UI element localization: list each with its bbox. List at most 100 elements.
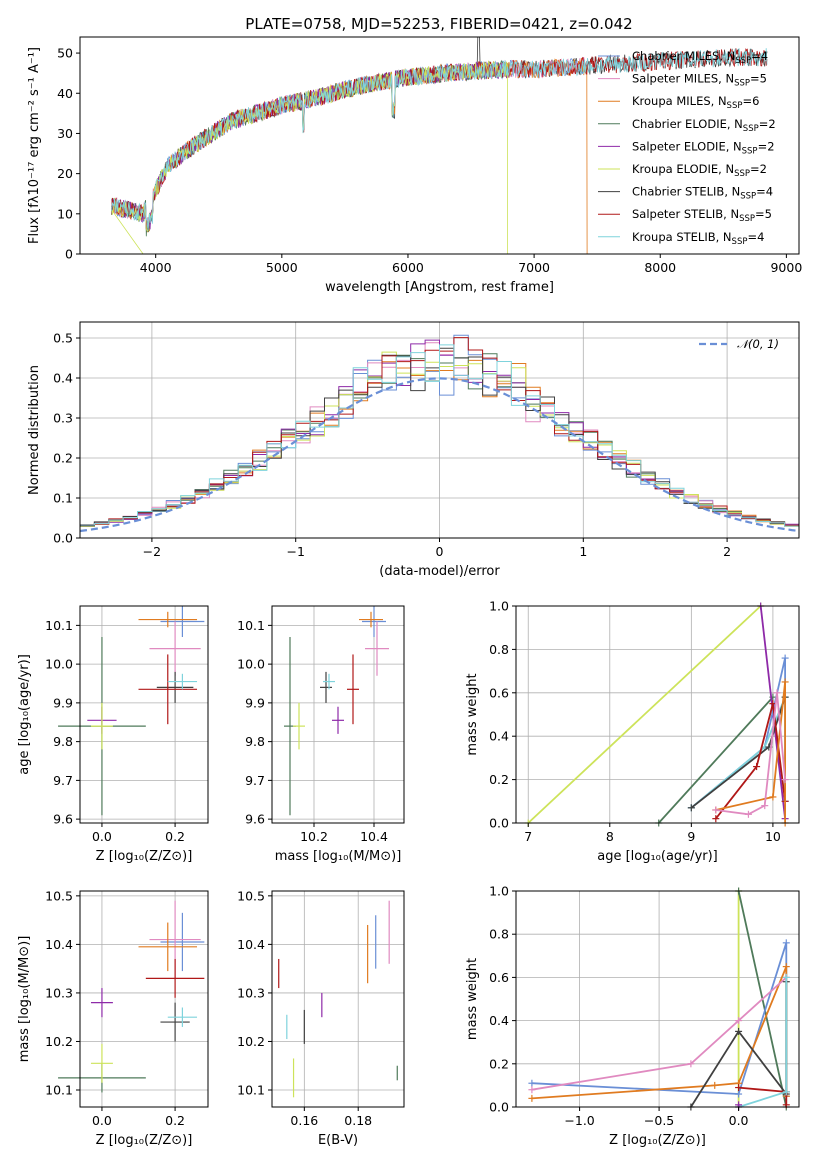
- y-axis-label: mass weight: [465, 958, 480, 1040]
- legend-label: Salpeter ELODIE, NSSP=2: [632, 139, 775, 156]
- x-tick-label: 2: [723, 544, 731, 559]
- x-axis-label: Z [log₁₀(Z/Z⊙)]: [96, 849, 193, 864]
- y-tick-label: 0.4: [489, 1013, 509, 1028]
- legend-label: 𝒩(0, 1): [737, 337, 779, 351]
- weight-line: [531, 976, 787, 1091]
- weight-line: [715, 703, 786, 820]
- y-tick-label: 10.1: [45, 1083, 73, 1098]
- x-tick-label: 6000: [392, 260, 424, 275]
- x-tick-label: 0.2: [165, 829, 185, 844]
- y-tick-label: 0.6: [489, 685, 509, 700]
- legend-label: Chabrier MILES, NSSP=4: [632, 49, 768, 66]
- x-axis-label: age [log₁₀(age/yr)]: [597, 849, 718, 864]
- x-tick-label: −1: [286, 544, 304, 559]
- x-tick-label: 10.2: [300, 829, 328, 844]
- x-tick-label: 4000: [140, 260, 172, 275]
- y-axis-label: mass [log₁₀(M/M⊙)]: [17, 936, 32, 1063]
- x-tick-label: −2: [143, 544, 161, 559]
- x-tick-label: 0.16: [290, 1113, 318, 1128]
- grid-layer: [80, 322, 799, 1108]
- y-tick-label: 10: [57, 206, 73, 221]
- y-tick-label: 10.1: [237, 1083, 265, 1098]
- y-tick-label: 10.1: [45, 618, 73, 633]
- x-tick-label: 0.0: [92, 1113, 112, 1128]
- x-tick-label: 8000: [644, 260, 676, 275]
- weight-line: [527, 605, 762, 824]
- y-tick-label: 20: [57, 166, 73, 181]
- y-tick-label: 40: [57, 86, 73, 101]
- gaussian-curve: [79, 377, 800, 533]
- axes-frame: [79, 890, 209, 1108]
- x-tick-label: −0.5: [644, 1113, 674, 1128]
- spectrum-series: [111, 48, 768, 231]
- y-tick-label: 10.0: [237, 657, 265, 672]
- y-tick-label: 9.7: [53, 773, 73, 788]
- legend-label: Kroupa STELIB, NSSP=4: [632, 230, 764, 247]
- x-tick-label: 0.2: [165, 1113, 185, 1128]
- y-tick-label: 0.0: [53, 531, 73, 546]
- y-tick-label: 10.3: [237, 985, 265, 1000]
- y-tick-label: 9.6: [53, 812, 73, 827]
- page-title: PLATE=0758, MJD=52253, FIBERID=0421, z=0…: [245, 15, 632, 33]
- y-tick-label: 10.3: [45, 985, 73, 1000]
- y-tick-label: 10.0: [45, 657, 73, 672]
- legend-label: Salpeter STELIB, NSSP=5: [632, 207, 772, 224]
- x-tick-label: 9000: [770, 260, 802, 275]
- y-tick-label: 50: [57, 46, 73, 61]
- y-axis-label: Flux [fλ10⁻¹⁷ erg cm⁻² s⁻¹ A⁻¹]: [27, 47, 42, 244]
- y-tick-label: 0.5: [53, 331, 73, 346]
- y-tick-label: 9.8: [53, 734, 73, 749]
- x-axis-label: mass [log₁₀(M/M⊙)]: [275, 849, 402, 864]
- y-tick-label: 30: [57, 126, 73, 141]
- y-axis-label: age [log₁₀(age/yr)]: [17, 654, 32, 775]
- y-tick-label: 9.9: [245, 695, 265, 710]
- spectrum-series: [111, 59, 508, 237]
- y-tick-label: 0.0: [489, 1100, 509, 1115]
- axes-layer: 4000 5000 6000 7000 8000 900001020304050wavel…: [17, 36, 802, 1148]
- y-tick-label: 0.3: [53, 411, 73, 426]
- spectrum-series: [111, 36, 768, 232]
- x-axis-label: (data-model)/error: [379, 564, 500, 579]
- x-tick-label: 0.0: [92, 829, 112, 844]
- weight-line: [658, 696, 774, 824]
- residual-histogram: [80, 344, 799, 527]
- x-axis-label: Z [log₁₀(Z/Z⊙)]: [609, 1133, 706, 1148]
- y-tick-label: 10.2: [45, 1034, 73, 1049]
- data-layer: [58, 36, 800, 1111]
- y-tick-label: 10.2: [237, 1034, 265, 1049]
- y-tick-label: 0.4: [489, 729, 509, 744]
- y-tick-label: 0.2: [53, 451, 73, 466]
- weight-line: [715, 681, 786, 823]
- x-tick-label: 8: [606, 829, 614, 844]
- y-tick-label: 9.8: [245, 734, 265, 749]
- y-tick-label: 0.8: [489, 927, 509, 942]
- y-tick-label: 9.9: [53, 695, 73, 710]
- axes-frame: [79, 36, 800, 255]
- x-tick-label: 10.4: [360, 829, 388, 844]
- y-tick-label: 0.0: [489, 816, 509, 831]
- y-tick-label: 0.2: [489, 772, 509, 787]
- x-tick-label: 0.18: [344, 1113, 372, 1128]
- axes-frame: [271, 890, 405, 1108]
- y-axis-label: Normed distribution: [27, 365, 42, 495]
- weight-line: [715, 692, 786, 816]
- axes-frame: [515, 605, 800, 824]
- x-axis-label: wavelength [Angstrom, rest frame]: [325, 280, 554, 295]
- x-tick-label: 10: [765, 829, 781, 844]
- y-tick-label: 0.2: [489, 1056, 509, 1071]
- y-tick-label: 0.4: [53, 371, 73, 386]
- y-tick-label: 10.5: [45, 888, 73, 903]
- x-tick-label: 0: [436, 544, 444, 559]
- y-tick-label: 1.0: [489, 884, 509, 899]
- x-axis-label: E(B-V): [318, 1133, 358, 1148]
- y-tick-label: 0: [65, 247, 73, 262]
- y-tick-label: 0.1: [53, 491, 73, 506]
- y-tick-label: 9.7: [245, 773, 265, 788]
- y-tick-label: 1.0: [489, 599, 509, 614]
- y-tick-label: 0.8: [489, 642, 509, 657]
- x-tick-label: 7: [524, 829, 532, 844]
- y-tick-label: 9.6: [245, 812, 265, 827]
- weight-line: [738, 1086, 788, 1105]
- axes-frame: [515, 890, 800, 1108]
